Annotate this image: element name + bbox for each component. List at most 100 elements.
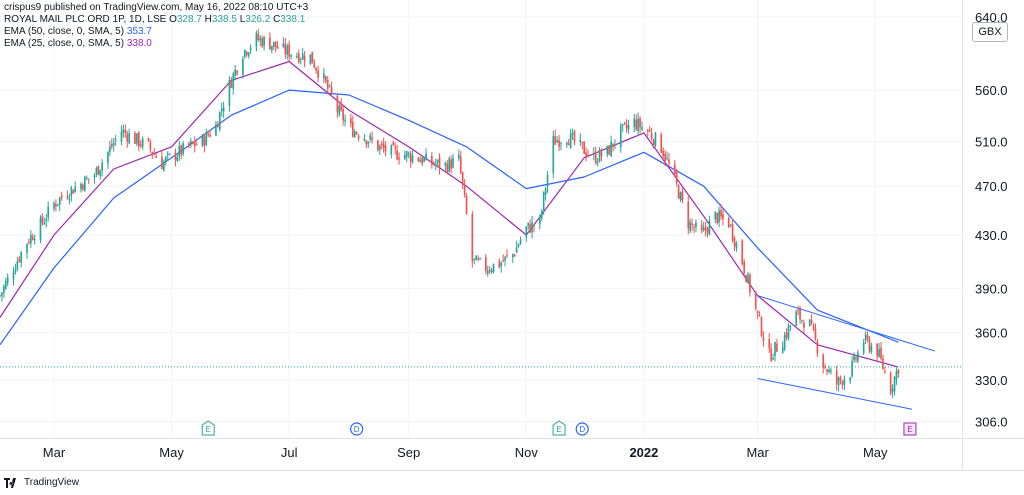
candle-body bbox=[554, 136, 557, 145]
candle bbox=[218, 111, 221, 132]
candle-body bbox=[392, 142, 395, 146]
y-tick-label: 360.0 bbox=[975, 325, 1008, 340]
dividend-event-marker[interactable]: D bbox=[575, 422, 589, 436]
candle-body bbox=[716, 213, 718, 224]
candle-body bbox=[654, 132, 657, 147]
candle bbox=[461, 171, 464, 190]
candle-body bbox=[789, 325, 792, 327]
candle bbox=[637, 112, 639, 136]
candle bbox=[662, 147, 665, 160]
candle bbox=[405, 150, 408, 163]
ema50-legend[interactable]: EMA (50, close, 0, SMA, 5) 353.7 bbox=[4, 26, 308, 38]
candle bbox=[579, 133, 582, 146]
dividend-event-marker[interactable]: D bbox=[350, 422, 364, 436]
candle bbox=[166, 151, 169, 162]
candle bbox=[137, 130, 140, 152]
candle-body bbox=[814, 329, 817, 339]
candle bbox=[839, 375, 842, 385]
candle bbox=[110, 138, 113, 150]
candle bbox=[180, 144, 183, 160]
candle bbox=[396, 144, 398, 161]
candle bbox=[855, 355, 857, 363]
candle-body bbox=[741, 240, 744, 264]
candle-body bbox=[161, 156, 163, 170]
future-event-marker[interactable]: E bbox=[903, 422, 917, 436]
candle-body bbox=[552, 136, 555, 173]
candle-body bbox=[502, 260, 505, 262]
candle bbox=[781, 341, 784, 354]
candle bbox=[56, 204, 59, 207]
candle bbox=[236, 70, 238, 76]
candle bbox=[153, 147, 156, 156]
candle bbox=[190, 137, 192, 149]
candle bbox=[837, 376, 840, 392]
candle-body bbox=[56, 204, 59, 206]
candle-body bbox=[70, 187, 73, 197]
candle-body bbox=[80, 183, 82, 190]
currency-unit-button[interactable]: GBX bbox=[972, 22, 1008, 42]
candle bbox=[369, 132, 371, 143]
candle-body bbox=[378, 145, 381, 150]
candle-body bbox=[517, 244, 520, 247]
candle bbox=[436, 159, 439, 168]
candle bbox=[407, 151, 410, 159]
candle bbox=[149, 139, 152, 153]
candle bbox=[650, 127, 653, 141]
candle bbox=[689, 218, 692, 234]
candle bbox=[384, 141, 387, 157]
ema25-legend[interactable]: EMA (25, close, 0, SMA, 5) 338.0 bbox=[4, 38, 308, 50]
candle bbox=[768, 333, 771, 353]
candle-body bbox=[297, 53, 300, 63]
ohlc-key: C bbox=[270, 14, 281, 25]
candle bbox=[432, 161, 435, 166]
candle-body bbox=[486, 270, 489, 274]
candle bbox=[785, 328, 788, 341]
candle-body bbox=[340, 103, 343, 111]
candle-body bbox=[122, 129, 125, 133]
candle-body bbox=[55, 203, 57, 207]
earnings-event-marker[interactable]: E bbox=[552, 420, 566, 436]
candle-body bbox=[191, 141, 194, 144]
candle-body bbox=[465, 195, 468, 214]
candle-body bbox=[396, 150, 398, 160]
candle bbox=[714, 211, 717, 224]
candle bbox=[862, 338, 865, 356]
candle-body bbox=[822, 354, 825, 368]
candle-body bbox=[450, 159, 452, 169]
candle bbox=[297, 49, 300, 64]
candle bbox=[623, 121, 626, 126]
candle bbox=[353, 128, 356, 139]
candle-body bbox=[380, 143, 383, 146]
candle bbox=[324, 75, 327, 84]
candle-body bbox=[436, 159, 439, 163]
candle-body bbox=[797, 310, 799, 312]
candle bbox=[533, 224, 535, 233]
candle-body bbox=[409, 153, 412, 162]
symbol-name[interactable]: ROYAL MAIL PLC ORD 1P, 1D, LSE bbox=[4, 14, 167, 25]
candle bbox=[835, 365, 838, 391]
channel-lines bbox=[757, 295, 936, 410]
candle-body bbox=[72, 189, 75, 194]
candle bbox=[556, 136, 558, 143]
candle bbox=[473, 258, 476, 265]
candle bbox=[136, 133, 138, 147]
earnings-event-marker[interactable]: E bbox=[201, 420, 215, 436]
candle bbox=[315, 67, 318, 74]
candle bbox=[747, 271, 749, 284]
footer-brand: TradingView bbox=[4, 477, 79, 488]
candle-body bbox=[110, 144, 113, 147]
candle bbox=[99, 169, 102, 180]
candle bbox=[311, 51, 314, 64]
candle bbox=[365, 139, 368, 149]
candle-body bbox=[714, 211, 717, 220]
candle-body bbox=[781, 347, 784, 354]
candle-body bbox=[853, 355, 855, 361]
candle bbox=[83, 175, 86, 192]
grid bbox=[0, 0, 962, 438]
candle bbox=[490, 267, 493, 274]
candle-body bbox=[772, 357, 774, 360]
candle-body bbox=[500, 262, 503, 267]
candle bbox=[675, 169, 678, 187]
